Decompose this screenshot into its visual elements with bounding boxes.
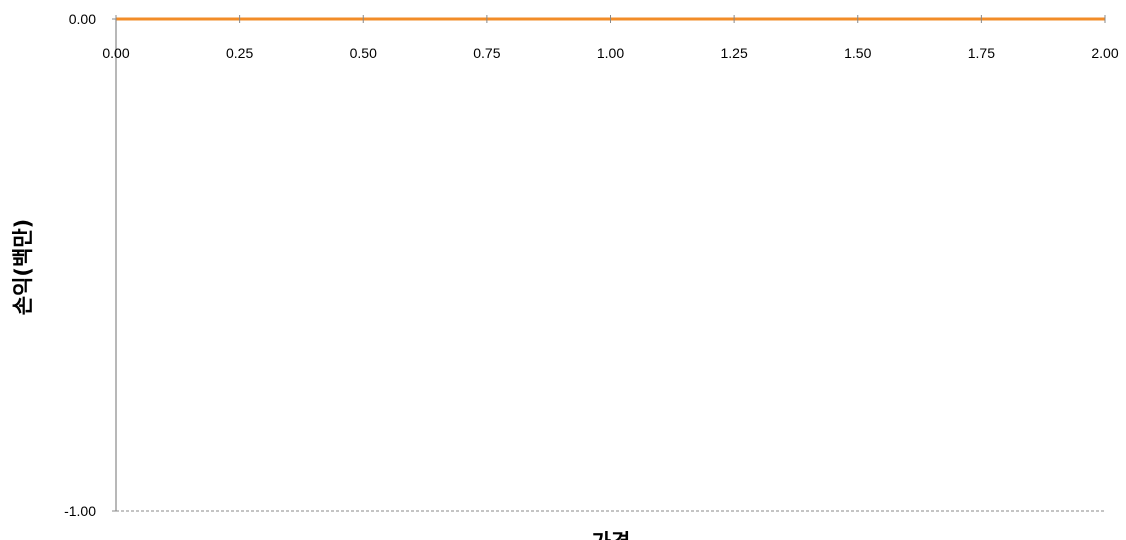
x-tick-label: 1.50 bbox=[844, 45, 871, 61]
x-tick-label: 0.75 bbox=[473, 45, 500, 61]
x-tick-label: 1.75 bbox=[968, 45, 995, 61]
y-tick-label: 0.00 bbox=[69, 11, 96, 27]
x-tick-label: 2.00 bbox=[1091, 45, 1118, 61]
x-tick-label: 0.25 bbox=[226, 45, 253, 61]
plot-area bbox=[112, 18, 1105, 512]
x-tick-label: 0.50 bbox=[350, 45, 377, 61]
x-axis-title: 가격 bbox=[592, 530, 631, 540]
x-tick-label: 1.25 bbox=[721, 45, 748, 61]
y-tick-label: -1.00 bbox=[64, 503, 96, 519]
x-tick-label: 0.00 bbox=[102, 45, 129, 61]
tick-labels: 0.00 0.25 0.50 0.75 1.00 1.25 1.50 1.75 2.00 0.00… bbox=[64, 11, 1119, 519]
y-axis-title: 손익(백만) bbox=[11, 219, 35, 315]
x-tick-label: 1.00 bbox=[597, 45, 624, 61]
